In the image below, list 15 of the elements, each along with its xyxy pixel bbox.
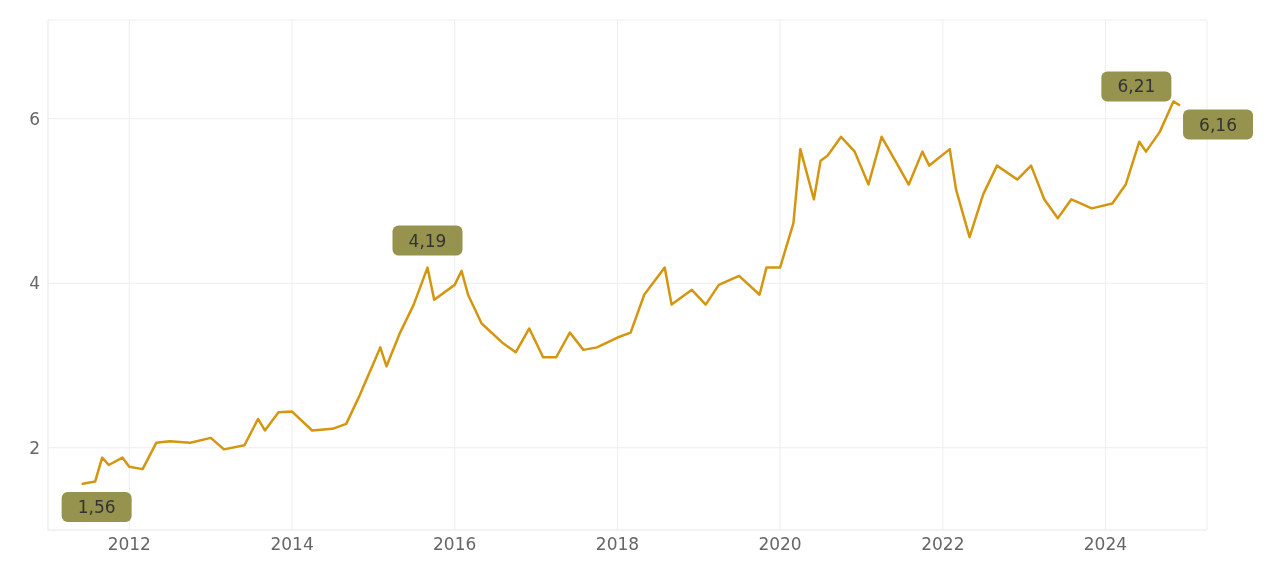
line-series	[80, 100, 1182, 486]
y-tick-label: 4	[29, 273, 40, 294]
y-tick-label: 6	[29, 108, 40, 129]
x-tick-label: 2020	[758, 534, 802, 555]
annotation: 6,21	[1117, 76, 1156, 97]
annotation: 6,16	[1199, 114, 1237, 135]
x-tick-label: 2012	[107, 534, 151, 555]
x-tick-label: 2018	[595, 534, 640, 555]
x-tick-label: 2022	[921, 534, 965, 555]
annotation: 4,19	[408, 230, 447, 251]
annotation: 1,56	[77, 496, 116, 517]
x-tick-label: 2014	[270, 534, 314, 555]
x-tick-label: 2024	[1083, 534, 1128, 555]
x-tick-label: 2016	[433, 534, 477, 555]
y-tick-label: 2	[29, 437, 40, 458]
